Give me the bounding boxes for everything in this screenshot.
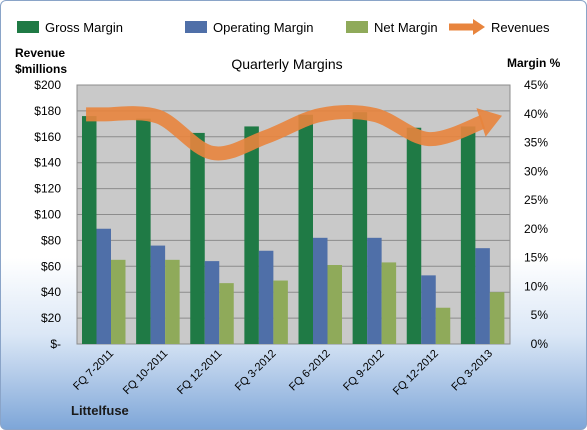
operating-margin-bar: [475, 248, 490, 344]
left-tick-label: $140: [34, 156, 61, 170]
legend-gross-margin-swatch: [17, 21, 39, 33]
gross-margin-bar: [244, 126, 259, 344]
left-tick-label: $100: [34, 208, 61, 222]
operating-margin-bar: [421, 275, 436, 344]
operating-margin-bar: [258, 250, 274, 344]
x-tick-label: FQ 7-2011: [71, 348, 116, 393]
left-tick-label: $-: [50, 337, 61, 351]
operating-margin-bar: [367, 237, 382, 344]
gross-margin-bar: [460, 126, 476, 344]
left-tick-label: $20: [41, 311, 61, 325]
right-tick-label: 45%: [524, 78, 548, 92]
left-tick-label: $40: [41, 285, 61, 299]
left-axis-title-line2: $millions: [15, 62, 67, 76]
right-tick-label: 35%: [524, 136, 548, 150]
legend-net-margin-swatch: [346, 21, 368, 33]
x-tick-label: FQ 3-2013: [449, 348, 495, 394]
right-tick-label: 0%: [531, 337, 549, 351]
net-margin-bar: [435, 307, 451, 344]
chart-title: Quarterly Margins: [231, 56, 342, 72]
gross-margin-bar: [190, 132, 205, 344]
right-axis-title: Margin %: [507, 56, 561, 70]
x-tick-label: FQ 9-2012: [341, 348, 387, 394]
right-tick-label: 40%: [524, 107, 548, 121]
operating-margin-bar: [96, 228, 111, 344]
operating-margin-bar: [313, 237, 328, 344]
legend-label: Operating Margin: [213, 20, 313, 35]
net-margin-bar: [381, 262, 397, 344]
x-tick-label: FQ 6-2012: [287, 348, 333, 394]
x-tick-label: FQ 12-2012: [391, 348, 441, 398]
left-tick-label: $80: [41, 233, 61, 247]
operating-margin-bar: [204, 261, 220, 344]
left-tick-label: $120: [34, 182, 61, 196]
plot-area: $- $20 $40 $60 $80 $100 $120 $140 $160 $180 $200 0%…: [34, 78, 548, 398]
legend-label: Net Margin: [374, 20, 438, 35]
company-label: Littelfuse: [71, 403, 129, 418]
right-tick-label: 10%: [524, 279, 548, 293]
left-tick-label: $180: [34, 104, 61, 118]
legend-label: Gross Margin: [45, 20, 123, 35]
right-tick-label: 30%: [524, 164, 548, 178]
left-axis-title-line1: Revenue: [15, 46, 65, 60]
legend: Gross Margin Operating Margin Net Margin Re…: [17, 19, 550, 35]
gross-margin-bar: [82, 116, 97, 344]
left-tick-label: $160: [34, 130, 61, 144]
legend-label: Revenues: [491, 20, 550, 35]
net-margin-bar: [273, 280, 288, 344]
right-tick-label: 5%: [531, 308, 549, 322]
x-tick-label: FQ 10-2011: [121, 348, 170, 397]
gross-margin-bar: [406, 127, 422, 344]
net-margin-bar: [327, 265, 342, 344]
net-margin-bar: [219, 283, 234, 344]
net-margin-bar: [489, 292, 505, 344]
operating-margin-bar: [150, 245, 166, 344]
net-margin-bar: [111, 259, 126, 344]
left-tick-label: $60: [41, 259, 61, 273]
right-tick-label: 20%: [524, 222, 548, 236]
legend-operating-margin-swatch: [185, 21, 207, 33]
right-tick-label: 15%: [524, 251, 548, 265]
gross-margin-bar: [136, 118, 151, 344]
x-tick-label: FQ 3-2012: [233, 348, 279, 394]
revenues-line: [86, 105, 486, 161]
gross-margin-bar: [298, 114, 313, 344]
right-tick-label: 25%: [524, 193, 548, 207]
net-margin-bar: [165, 259, 180, 344]
x-tick-label: FQ 12-2011: [175, 348, 224, 397]
legend-revenues-arrow: [473, 19, 485, 35]
left-tick-label: $200: [34, 78, 61, 92]
revenues-arrowhead: [476, 108, 502, 137]
gross-margin-bar: [352, 112, 368, 344]
